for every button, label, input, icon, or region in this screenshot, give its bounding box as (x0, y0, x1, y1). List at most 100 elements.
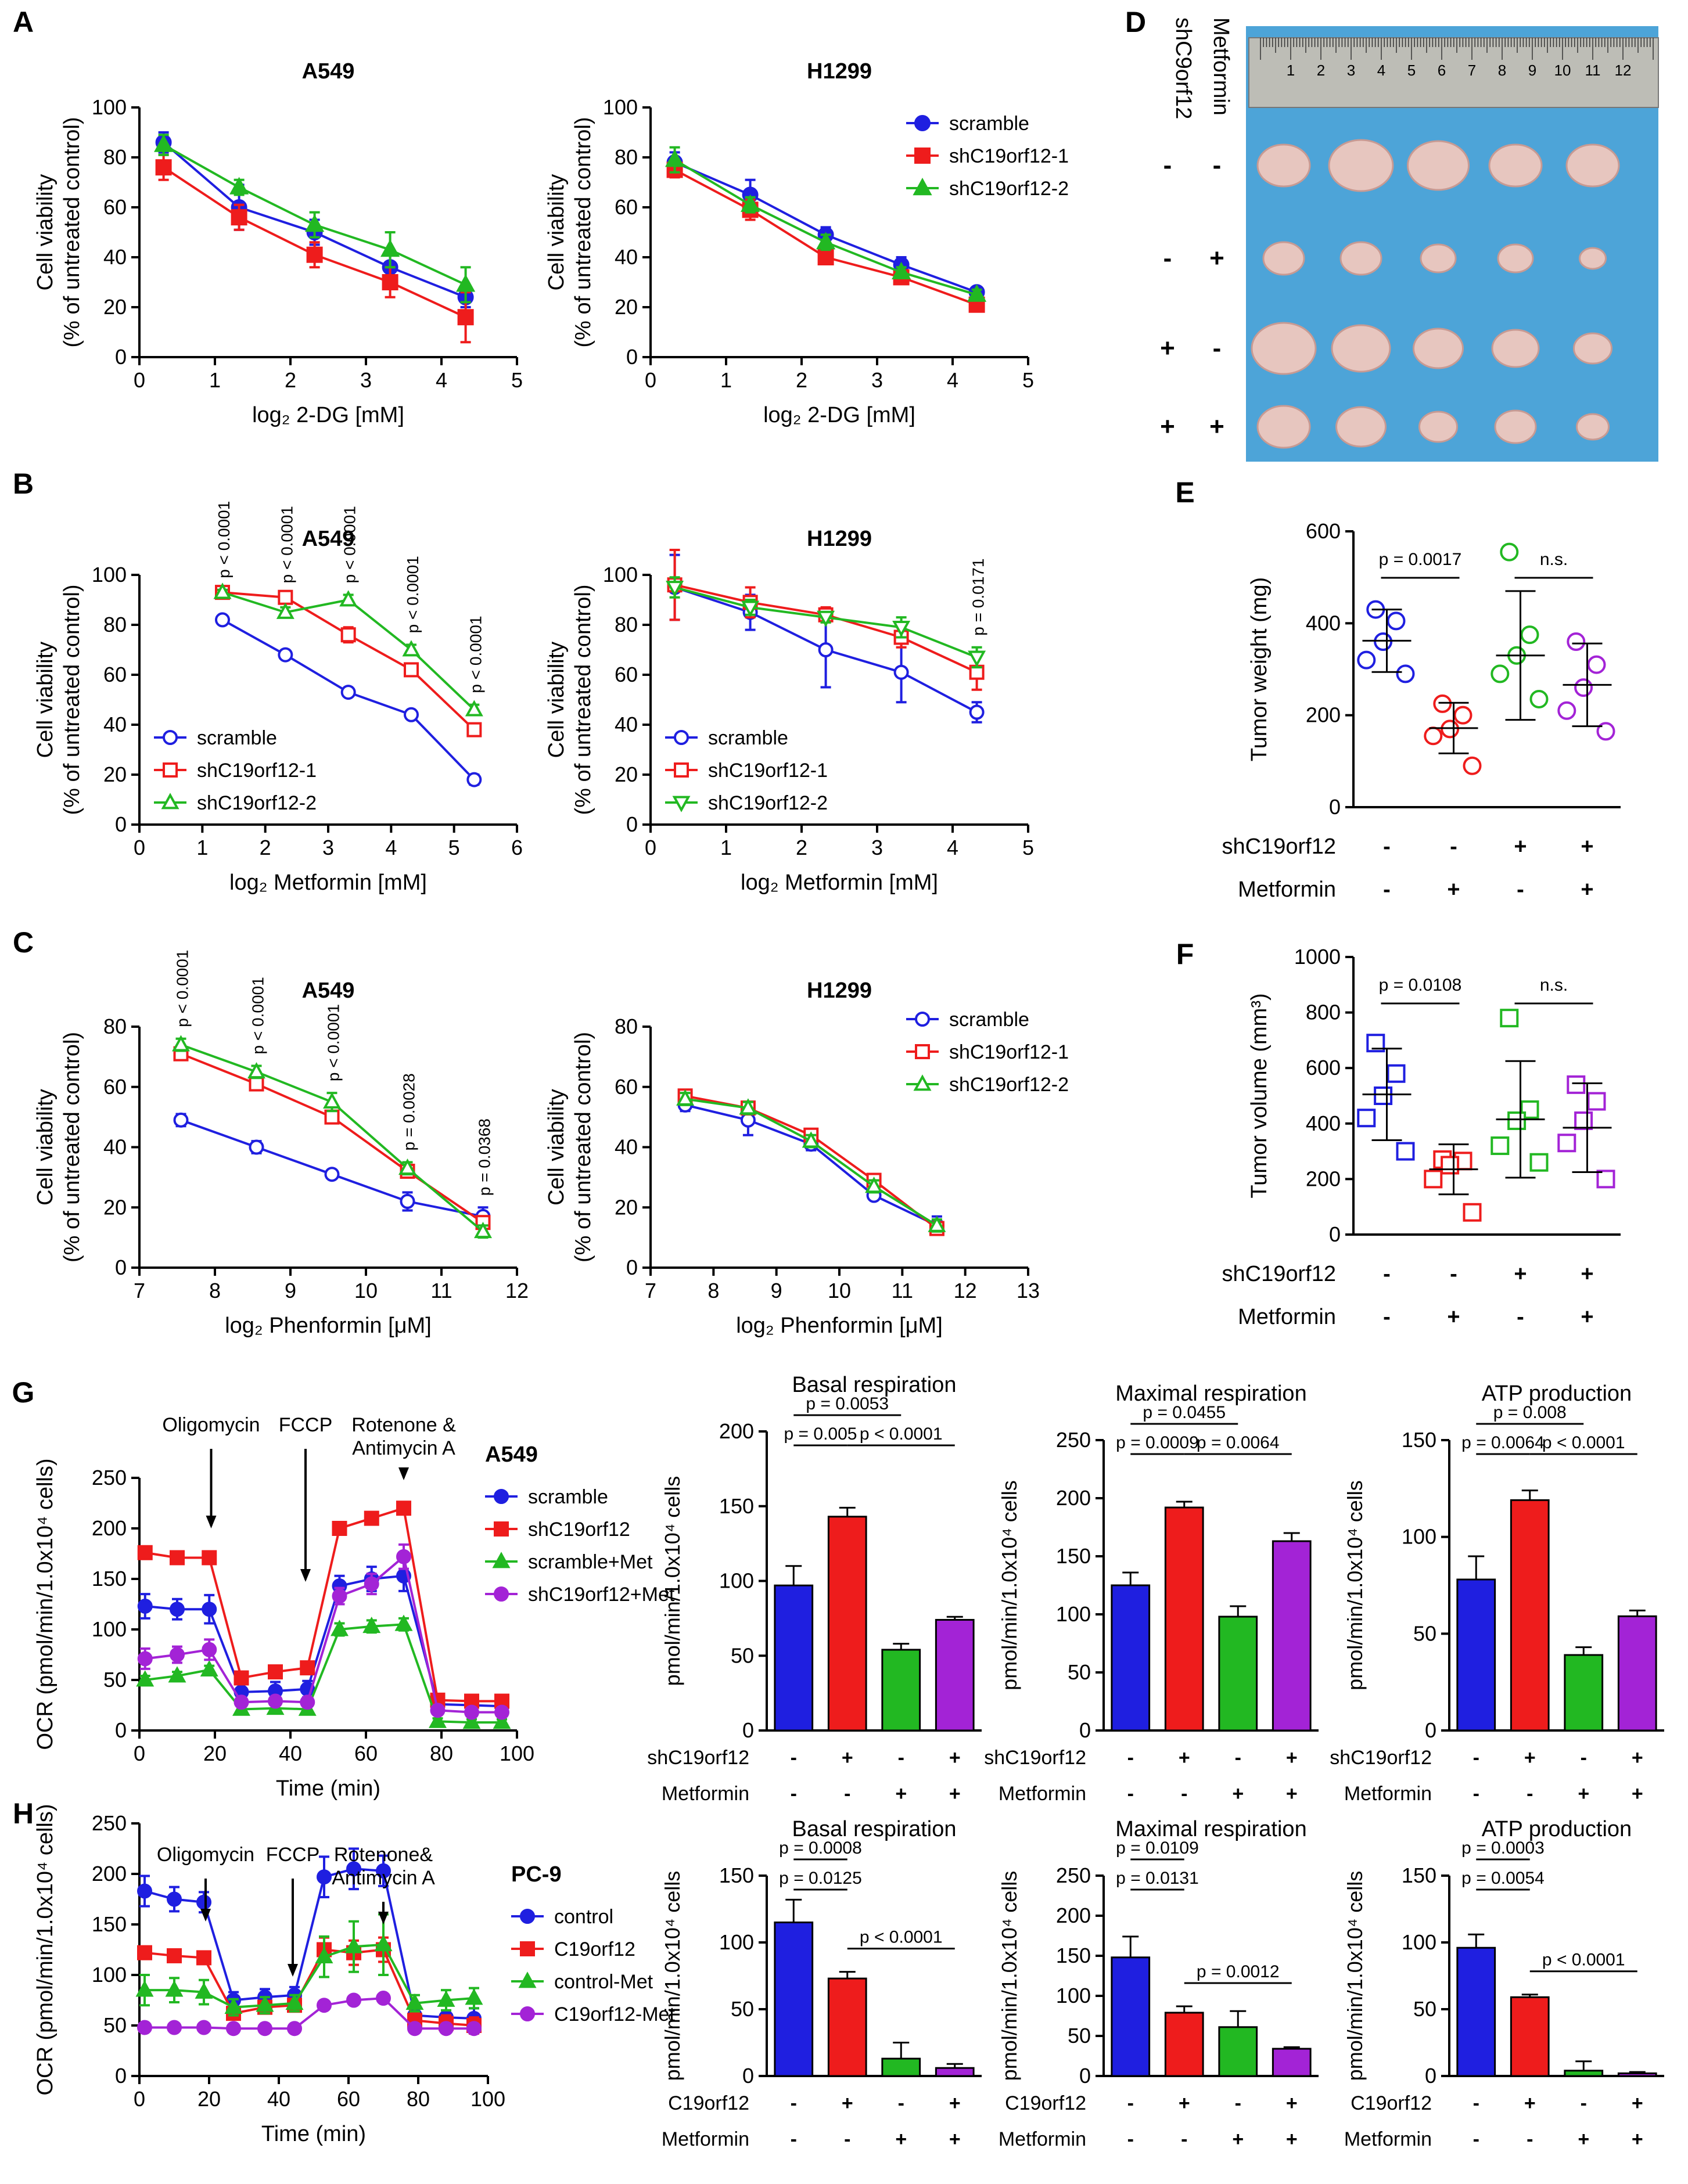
condition-value: + (1514, 834, 1527, 859)
data-point-scramble (170, 1602, 185, 1617)
bar (1272, 2048, 1312, 2077)
condition-value: + (1581, 834, 1593, 859)
condition-value: - (791, 1747, 797, 1769)
ruler-number: 6 (1438, 62, 1446, 79)
chart-title: H1299 (807, 527, 872, 551)
chart-H_atp: 0 50 100 150 ATP production pmol/min/1.0x10⁴ … (1343, 1817, 1664, 2150)
bar (774, 1922, 814, 2077)
axis-ylabel: pmol/min/1.0x10⁴ cells (997, 1480, 1021, 1690)
x-tick-label: 100 (500, 1742, 534, 1765)
y-tick-label: 50 (1068, 2024, 1091, 2048)
data-point-C19orf12-Met (376, 1991, 391, 2006)
data-point (1396, 664, 1415, 683)
series-line-control (144, 1868, 475, 2020)
condition-value: + (842, 2092, 853, 2114)
data-point-scramble (893, 664, 909, 680)
data-point-C19orf12-Met (407, 2021, 422, 2037)
chart-C_H1299: 0 20 40 60 80 7 8 9 10 11 12 13 H1299 log₂ Phenformin… (544, 978, 1069, 1338)
condition-label: C19orf12 (1351, 2092, 1432, 2114)
panel-letter-b: B (13, 467, 34, 500)
condition-value: + (1581, 1305, 1593, 1329)
condition-value: - (1235, 1747, 1241, 1769)
x-tick-label: 40 (279, 1742, 302, 1765)
legend-label: shC19orf12-2 (949, 178, 1069, 200)
axis-ylabel: pmol/min/1.0x10⁴ cells (1343, 1871, 1367, 2081)
chart-A_H1299: 0 20 40 60 80 100 0 1 2 3 4 5 H1299 log₂ 2-DG [mM] Cel… (544, 59, 1069, 427)
ruler-number: 1 (1287, 62, 1295, 79)
x-tick-label: 3 (360, 368, 372, 392)
injection-label: FCCP (279, 1414, 333, 1436)
data-point-shC19orf12-2 (741, 194, 760, 212)
ruler (1248, 37, 1659, 108)
condition-value: + (949, 1747, 961, 1769)
y-tick-label: 0 (626, 812, 638, 836)
legend-label: shC19orf12-1 (708, 760, 828, 782)
p-value-label: p = 0.0171 (969, 559, 987, 636)
data-point-shC19orf12+Met (364, 1576, 379, 1592)
legend-marker (913, 1074, 932, 1091)
y-tick-label: 100 (92, 1963, 127, 1987)
data-point-control-Met (285, 1993, 304, 2010)
chart-B_H1299: 0 20 40 60 80 100 0 1 2 3 4 5 H1299 log₂ Metformin [m… (544, 527, 1034, 895)
axis-ylabel: pmol/min/1.0x10⁴ cells (997, 1871, 1021, 2081)
panel-letter-c: C (13, 926, 34, 959)
chart-G_OCR: 0 50 100 150 200 250 0 20 40 60 80 100 Time (min) OCR… (33, 1414, 675, 1801)
bar (1164, 1506, 1204, 1732)
p-value-label: p = 0.0368 (476, 1118, 494, 1196)
axis-ylabel: Cell viability (544, 174, 569, 291)
chart-C_A549: 0 20 40 60 80 7 8 9 10 11 12 A549 log₂ Phenformin [μ… (33, 950, 529, 1338)
condition-value: + (1578, 1783, 1589, 1805)
tumor (1576, 413, 1610, 441)
data-point-scramble (740, 1112, 756, 1128)
p-value-label: p = 0.0108 (1379, 976, 1462, 995)
condition-value: + (949, 1783, 961, 1805)
y-tick-label: 20 (103, 295, 127, 319)
row-marker-metformin: - (1213, 334, 1222, 362)
x-tick-label: 4 (947, 368, 958, 392)
bar (1510, 1996, 1550, 2077)
condition-label: Metformin (1344, 2128, 1432, 2150)
y-tick-label: 0 (115, 2064, 127, 2088)
data-point (1567, 632, 1586, 651)
data-point-shC19orf12-2 (676, 1089, 695, 1106)
y-tick-label: 400 (1306, 1111, 1341, 1135)
tumor (1407, 140, 1470, 191)
x-tick-label: 2 (285, 368, 296, 392)
legend-label: shC19orf12-2 (708, 792, 828, 814)
chart-title: A549 (302, 527, 355, 551)
data-point-C19orf12 (137, 1945, 152, 1960)
x-tick-label: 0 (134, 1742, 145, 1765)
y-tick-label: 400 (1306, 611, 1341, 635)
data-point-shC19orf12-2 (154, 134, 174, 152)
axis-xlabel: log₂ Phenformin [μM] (225, 1314, 432, 1338)
data-point-scramble (249, 1139, 264, 1155)
y-tick-label: 100 (719, 1569, 754, 1593)
data-point-shC19orf12+Met (234, 1694, 249, 1710)
y-tick-label: 100 (719, 1930, 754, 1954)
legend-label: shC19orf12-1 (197, 760, 317, 782)
legend-label: scramble+Met (528, 1551, 653, 1573)
p-value-label: p < 0.0001 (404, 556, 422, 633)
y-tick-label: 150 (1056, 1944, 1091, 1967)
tumor (1420, 243, 1457, 274)
tumor (1488, 143, 1543, 188)
y-tick-label: 250 (1056, 1863, 1091, 1887)
axis-ylabel: Tumor weight (mg) (1247, 577, 1272, 761)
x-tick-label: 8 (707, 1279, 719, 1303)
data-point-shC19orf12-2 (739, 1098, 757, 1115)
y-tick-label: 80 (615, 613, 638, 636)
data-point (1557, 701, 1576, 720)
x-tick-label: 40 (267, 2087, 290, 2111)
axis-ylabel: Cell viability (33, 174, 58, 291)
bar (827, 1977, 867, 2077)
legend-marker (674, 730, 689, 745)
p-value-label: p = 0.0455 (1143, 1403, 1226, 1422)
condition-label: Metformin (1238, 1305, 1336, 1329)
condition-label: shC19orf12 (1222, 1262, 1336, 1286)
y-tick-label: 100 (1056, 1602, 1091, 1626)
y-tick-label: 80 (103, 613, 127, 636)
x-tick-label: 20 (203, 1742, 227, 1765)
x-tick-label: 5 (511, 368, 523, 392)
legend-marker (674, 762, 689, 778)
y-tick-label: 40 (103, 245, 127, 269)
